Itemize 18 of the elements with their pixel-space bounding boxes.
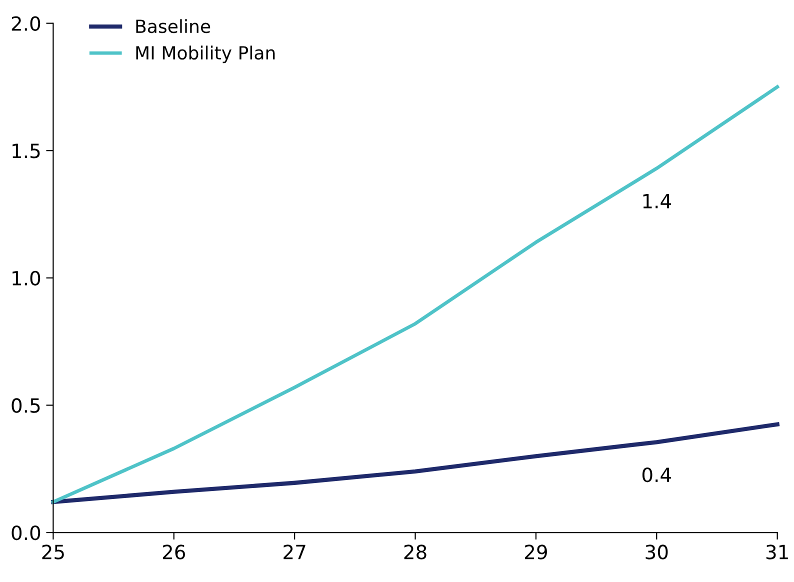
x-tick-label: 27 xyxy=(284,544,306,560)
y-tick-label: 1.5 xyxy=(12,144,40,158)
x-tick-label: 29 xyxy=(525,544,547,560)
legend-label: MI Mobility Plan xyxy=(136,46,275,64)
x-tick-label: 30 xyxy=(646,544,668,560)
line-series xyxy=(51,422,780,504)
x-tick-label: 31 xyxy=(766,544,788,560)
y-tick-label: 0.5 xyxy=(12,398,40,413)
y-tick-label: 0.0 xyxy=(12,525,40,540)
x-tick-label: 26 xyxy=(162,544,186,560)
annotation: 1.4 xyxy=(643,194,672,208)
x-tick-label: 28 xyxy=(404,544,426,560)
line-series xyxy=(51,85,780,504)
annotation: 0.4 xyxy=(642,467,672,482)
x-tick-label: 25 xyxy=(42,544,64,560)
y-tick-label: 1.0 xyxy=(12,270,40,286)
legend-label: Baseline xyxy=(136,19,210,34)
y-tick-label: 2.0 xyxy=(12,16,40,31)
